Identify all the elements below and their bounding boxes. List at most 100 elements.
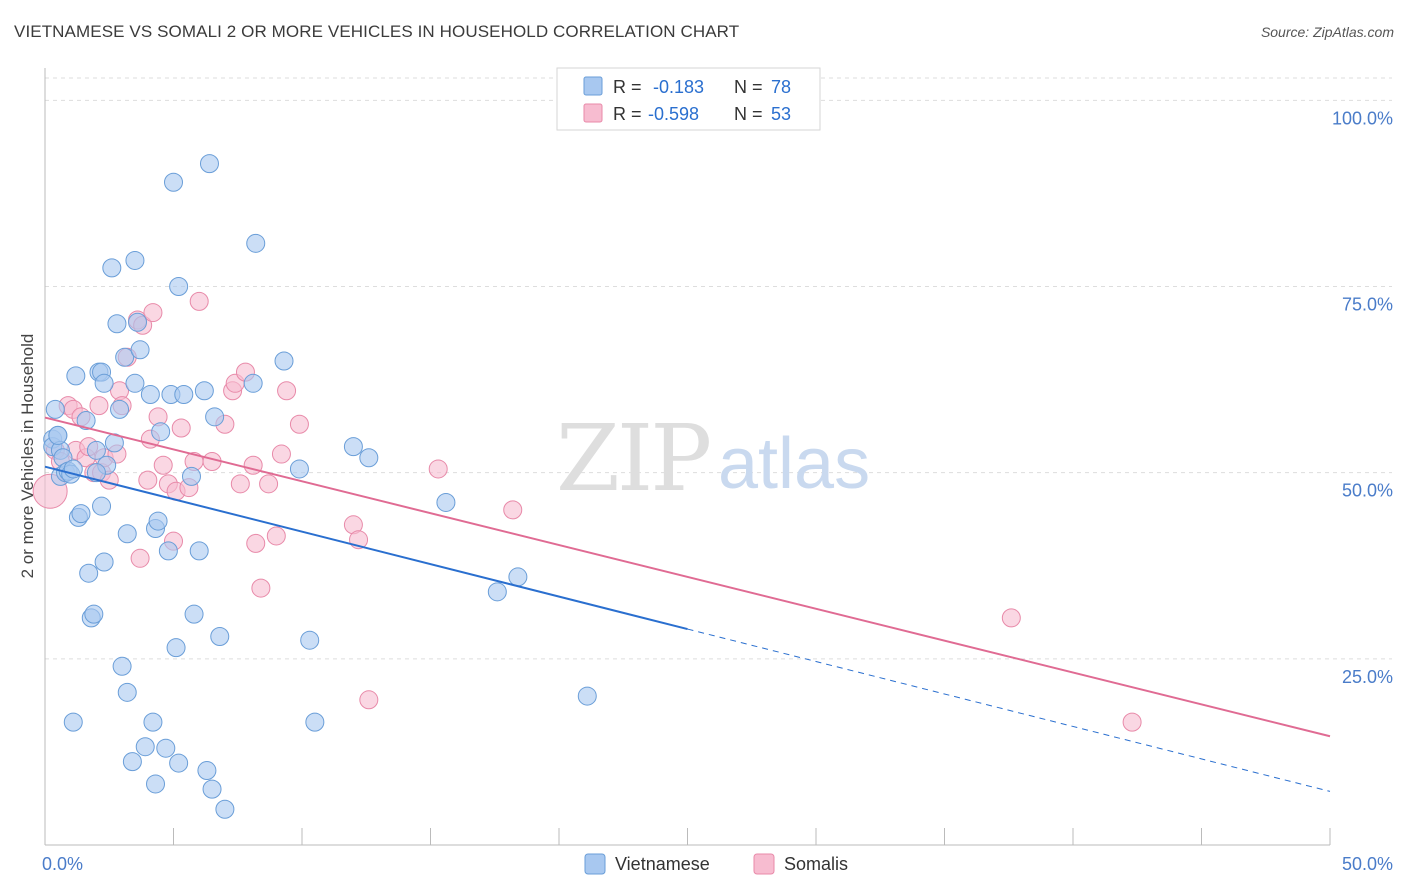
y-tick-label-75: 75.0%	[1342, 295, 1393, 315]
point-vietnamese-61	[215, 799, 235, 819]
y-tick-label-50: 50.0%	[1342, 481, 1393, 501]
point-vietnamese-27	[107, 314, 127, 334]
watermark: ZIP atlas	[556, 405, 870, 512]
legend-bottom-label-somalis: Somalis	[784, 854, 848, 874]
point-vietnamese-13	[71, 504, 91, 524]
legend-series: Vietnamese Somalis	[584, 853, 848, 875]
point-vietnamese-33	[122, 752, 142, 772]
legend-r-value-somalis: -0.598	[648, 104, 699, 124]
point-vietnamese-31	[117, 682, 137, 702]
point-vietnamese-28	[110, 399, 130, 419]
point-somali-44	[271, 444, 291, 464]
point-vietnamese-11	[66, 366, 86, 386]
point-vietnamese-62	[243, 373, 263, 393]
point-somali-50	[428, 459, 448, 479]
point-vietnamese-47	[164, 172, 183, 192]
legend-n-value-vietnamese: 78	[771, 77, 791, 97]
point-vietnamese-23	[94, 552, 114, 572]
legend-r-label-vietnamese: R =	[613, 77, 642, 97]
legend-stats: R = -0.183 N = 78 R = -0.598 N = 53	[556, 67, 821, 131]
point-vietnamese-34	[125, 250, 145, 270]
point-vietnamese-36	[130, 340, 150, 360]
point-somali-40	[246, 533, 266, 553]
data-points	[32, 154, 1142, 819]
trend-line-vietnamese-extrapolated	[687, 628, 1331, 792]
legend-n-label-somalis: N =	[734, 104, 763, 124]
y-tick-label-100: 100.0%	[1332, 108, 1393, 128]
point-vietnamese-18	[86, 440, 106, 460]
point-vietnamese-29	[112, 656, 132, 676]
point-somali-43	[266, 526, 286, 546]
watermark-atlas: atlas	[718, 424, 870, 504]
y-axis-label-group: 2 or more Vehicles in Household	[18, 334, 37, 579]
point-somali-46	[289, 414, 309, 434]
point-vietnamese-56	[197, 761, 217, 781]
y-axis-label: 2 or more Vehicles in Household	[18, 334, 37, 579]
chart-title: VIETNAMESE VS SOMALI 2 OR MORE VEHICLES …	[14, 22, 740, 41]
point-somali-49	[359, 690, 379, 710]
point-vietnamese-43	[151, 422, 171, 442]
legend-bottom-swatch-vietnamese	[584, 853, 606, 875]
point-somali-52	[1001, 608, 1021, 628]
trend-line-somalis	[44, 416, 1331, 738]
point-vietnamese-67	[305, 712, 325, 732]
legend-bottom-label-vietnamese: Vietnamese	[615, 854, 710, 874]
point-vietnamese-39	[143, 712, 163, 732]
point-vietnamese-63	[246, 233, 266, 253]
point-vietnamese-66	[300, 630, 320, 650]
point-vietnamese-15	[79, 563, 99, 583]
legend-r-value-vietnamese: -0.183	[653, 77, 704, 97]
point-somali-32	[189, 291, 209, 311]
point-vietnamese-76	[86, 463, 106, 483]
point-vietnamese-70	[436, 492, 456, 512]
point-vietnamese-77	[125, 373, 145, 393]
trend-line-vietnamese	[44, 465, 688, 631]
point-somali-42	[259, 474, 279, 494]
point-somali-10	[89, 396, 109, 416]
point-vietnamese-45	[158, 541, 178, 561]
y-tick-label-25: 25.0%	[1342, 667, 1393, 687]
x-tick-label-0: 0.0%	[42, 854, 83, 874]
point-vietnamese-55	[194, 381, 214, 401]
point-somali-21	[138, 470, 158, 490]
point-vietnamese-30	[115, 347, 135, 367]
point-somali-19	[130, 548, 150, 568]
point-somali-41	[251, 578, 271, 598]
point-vietnamese-2	[45, 399, 65, 419]
point-vietnamese-38	[140, 384, 160, 404]
point-vietnamese-54	[189, 541, 209, 561]
point-vietnamese-52	[181, 466, 201, 486]
point-vietnamese-44	[156, 738, 176, 758]
point-vietnamese-72	[508, 567, 528, 587]
point-vietnamese-41	[146, 774, 166, 794]
legend-n-value-somalis: 53	[771, 104, 791, 124]
point-vietnamese-58	[202, 779, 222, 799]
point-vietnamese-59	[205, 407, 225, 427]
point-vietnamese-20	[92, 496, 112, 516]
axes: 0.0% 50.0% 25.0% 50.0% 75.0% 100.0%	[42, 68, 1393, 874]
point-vietnamese-35	[128, 312, 148, 332]
legend-swatch-vietnamese	[583, 76, 603, 96]
point-vietnamese-65	[289, 459, 309, 479]
point-vietnamese-14	[76, 411, 96, 431]
point-vietnamese-74	[63, 712, 83, 732]
x-tick-label-50: 50.0%	[1342, 854, 1393, 874]
point-somali-29	[171, 418, 191, 438]
point-vietnamese-75	[48, 425, 68, 445]
point-somali-45	[277, 381, 297, 401]
point-vietnamese-69	[359, 448, 379, 468]
legend-n-label-vietnamese: N =	[734, 77, 763, 97]
point-vietnamese-51	[174, 384, 194, 404]
trend-lines	[44, 416, 1331, 792]
point-vietnamese-42	[148, 511, 168, 531]
point-vietnamese-17	[84, 604, 104, 624]
point-vietnamese-73	[577, 686, 597, 706]
point-vietnamese-53	[184, 604, 204, 624]
point-somali-37	[230, 474, 250, 494]
point-vietnamese-48	[166, 638, 186, 658]
watermark-zip: ZIP	[556, 405, 709, 512]
legend-bottom-swatch-somalis	[753, 853, 775, 875]
point-somali-23	[143, 303, 163, 323]
point-somali-51	[503, 500, 523, 520]
